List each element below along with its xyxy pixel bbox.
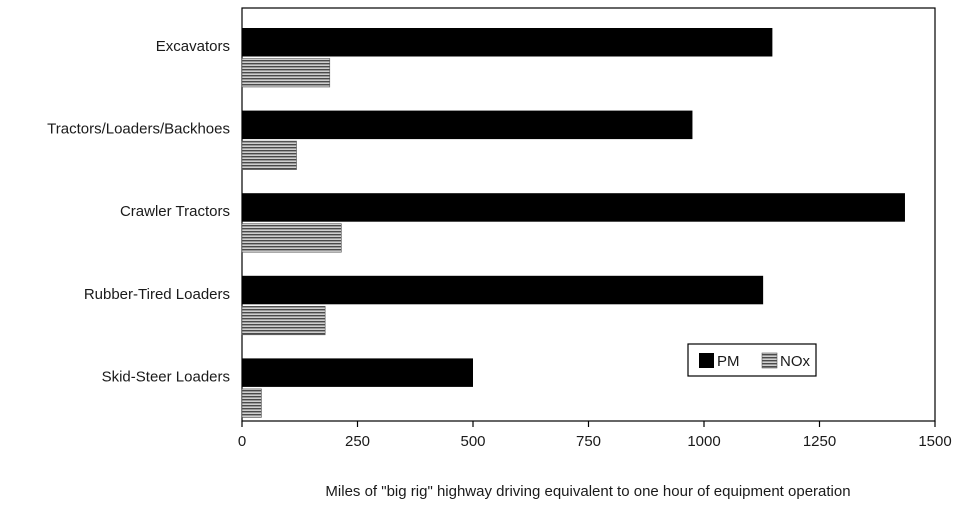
x-tick-label: 500 <box>460 433 485 450</box>
category-label: Skid-Steer Loaders <box>102 368 230 385</box>
x-tick-label: 250 <box>345 433 370 450</box>
bar-pm-crawler-tractors <box>242 193 905 222</box>
bar-pm-rubber-tired-loaders <box>242 275 764 305</box>
x-tick-label: 1500 <box>918 433 951 450</box>
category-label: Rubber-Tired Loaders <box>84 286 230 303</box>
legend-label-nox: NOx <box>780 353 811 370</box>
bar-nox-excavators <box>241 58 331 88</box>
x-axis-label: Miles of "big rig" highway driving equiv… <box>325 483 850 500</box>
legend-label-pm: PM <box>717 353 740 370</box>
bars <box>241 28 905 418</box>
legend-swatch-pm <box>699 353 714 368</box>
bar-pm-excavators <box>242 28 773 57</box>
x-tick-label: 750 <box>576 433 601 450</box>
x-tick-label: 1250 <box>803 433 836 450</box>
bar-pm-skid-steer-loaders <box>242 358 473 387</box>
legend-swatch-nox <box>761 352 778 369</box>
category-label: Crawler Tractors <box>120 203 230 220</box>
x-tick-label: 1000 <box>687 433 720 450</box>
x-axis: 0 250 500 750 1000 1250 1500 <box>238 421 952 450</box>
y-axis: Excavators Tractors/Loaders/Backhoes Crawl… <box>47 38 230 385</box>
legend: PM NOx <box>687 343 817 377</box>
legend-box <box>687 343 817 377</box>
bar-nox-crawler-tractors <box>241 223 342 253</box>
bar-nox-rubber-tired-loaders <box>241 305 326 336</box>
bar-nox-tractors-loaders-backhoes <box>241 140 297 170</box>
category-label: Tractors/Loaders/Backhoes <box>47 121 230 138</box>
x-tick-label: 0 <box>238 433 246 450</box>
category-label: Excavators <box>156 38 230 55</box>
bar-pm-tractors-loaders-backhoes <box>242 110 693 140</box>
bar-nox-skid-steer-loaders <box>241 388 262 418</box>
